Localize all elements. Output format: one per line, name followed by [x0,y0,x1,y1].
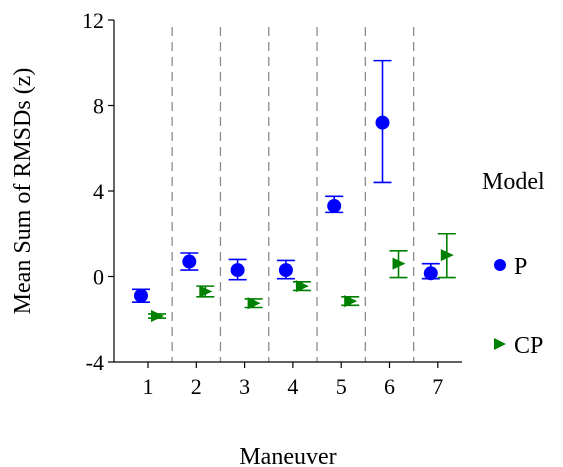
point-p [230,263,245,278]
point-p [423,266,438,281]
point-p [134,288,148,303]
y-tick-label: 8 [93,94,104,119]
category-separators [171,27,415,362]
x-tick-label: 1 [143,374,154,399]
x-tick-label: 3 [239,374,250,399]
point-cp [199,285,213,298]
x-axis-label: Maneuver [239,444,336,467]
point-cp [247,297,261,310]
legend-marker-p [494,259,506,271]
y-tick-label: -4 [86,350,104,375]
point-p [182,254,197,269]
x-tick-label: 7 [432,374,443,399]
point-cp [440,249,454,262]
x-tick-label: 6 [384,374,395,399]
point-p [375,115,390,130]
x-tick-label: 2 [191,374,202,399]
point-p [327,198,342,213]
point-cp [295,280,309,293]
y-tick-label: 12 [82,8,104,33]
x-ticks: 1 2 3 4 5 6 7 [143,362,443,399]
point-cp [151,310,164,323]
legend-label-p: P [514,254,527,280]
point-p [278,263,293,278]
data-marks [132,59,456,323]
legend-title: Model [482,169,545,195]
point-cp [392,257,406,270]
y-tick-label: 4 [93,179,104,204]
legend-label-cp: CP [514,333,543,359]
point-cp [344,295,358,308]
legend: Model P CP [482,169,545,359]
y-tick-label: 0 [93,265,104,290]
legend-marker-cp [494,338,506,350]
y-ticks: -4 0 4 8 12 [82,8,114,375]
x-tick-label: 5 [336,374,347,399]
y-axis-label: Mean Sum of RMSDs (z) [10,68,36,315]
x-tick-label: 4 [287,374,298,399]
axes [113,20,462,363]
